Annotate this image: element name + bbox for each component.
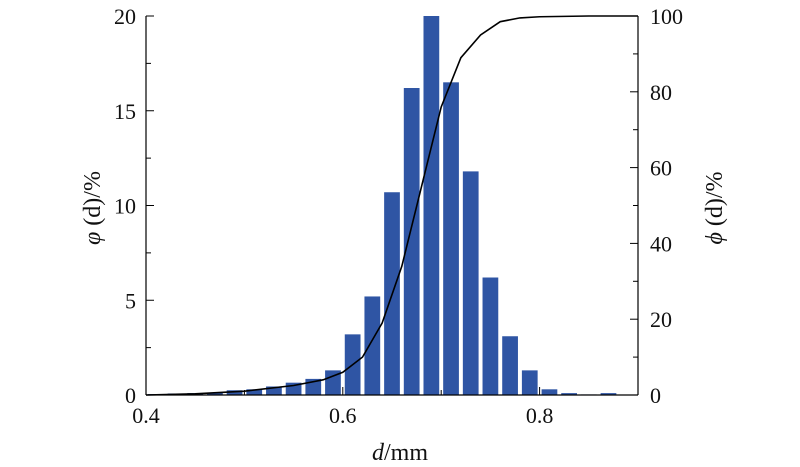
y-right-axis-title-symbol: ϕ bbox=[702, 232, 728, 244]
y-left-axis-title: φ (d)/% bbox=[80, 171, 106, 245]
bar-series bbox=[147, 16, 617, 395]
cumulative-series bbox=[145, 15, 638, 396]
y-right-tick-label: 100 bbox=[650, 4, 683, 29]
bar bbox=[561, 393, 577, 395]
y-left-tick-label: 15 bbox=[114, 99, 136, 124]
bar bbox=[482, 277, 499, 395]
bar bbox=[443, 82, 459, 395]
y-right-axis-title: ϕ (d)/% bbox=[702, 171, 728, 244]
bar bbox=[521, 370, 538, 395]
y-left-axis-title-rest: (d)/% bbox=[80, 171, 106, 232]
y-right-tick-label: 20 bbox=[650, 307, 672, 332]
bar bbox=[541, 389, 558, 395]
y-right-tick-label: 40 bbox=[650, 231, 672, 256]
y-left-tick-label: 5 bbox=[125, 288, 136, 313]
y-right-tick-label: 80 bbox=[650, 80, 672, 105]
bar bbox=[246, 389, 263, 395]
x-tick-label: 0.4 bbox=[132, 403, 160, 428]
y-left-tick-label: 20 bbox=[114, 4, 136, 29]
x-axis-title-var: d bbox=[372, 440, 385, 466]
x-tick-label: 0.6 bbox=[329, 403, 357, 428]
cumulative-line bbox=[145, 15, 638, 396]
x-axis-title: d/mm bbox=[372, 440, 428, 466]
bar bbox=[325, 370, 341, 395]
y-left-axis-title-symbol: φ bbox=[80, 232, 106, 245]
y-right-axis-title-rest: (d)/% bbox=[702, 171, 728, 232]
bar bbox=[226, 390, 243, 395]
bar bbox=[207, 392, 223, 395]
x-tick-label: 0.8 bbox=[526, 403, 554, 428]
bar bbox=[266, 386, 282, 395]
bar bbox=[600, 393, 617, 395]
tick-labels: 0.4 0.6 0.8 0 5 10 15 20 0 20 40 60 80 100 bbox=[114, 4, 683, 428]
bar bbox=[364, 296, 381, 395]
y-left-tick-label: 10 bbox=[114, 194, 136, 219]
axes bbox=[145, 15, 639, 396]
bar bbox=[502, 336, 518, 395]
y-right-tick-label: 0 bbox=[650, 383, 661, 408]
bar bbox=[423, 16, 440, 395]
y-right-tick-label: 60 bbox=[650, 156, 672, 181]
x-axis-title-unit: /mm bbox=[384, 440, 428, 466]
bar bbox=[462, 171, 479, 395]
y-left-tick-label: 0 bbox=[125, 383, 136, 408]
bar bbox=[403, 88, 420, 395]
